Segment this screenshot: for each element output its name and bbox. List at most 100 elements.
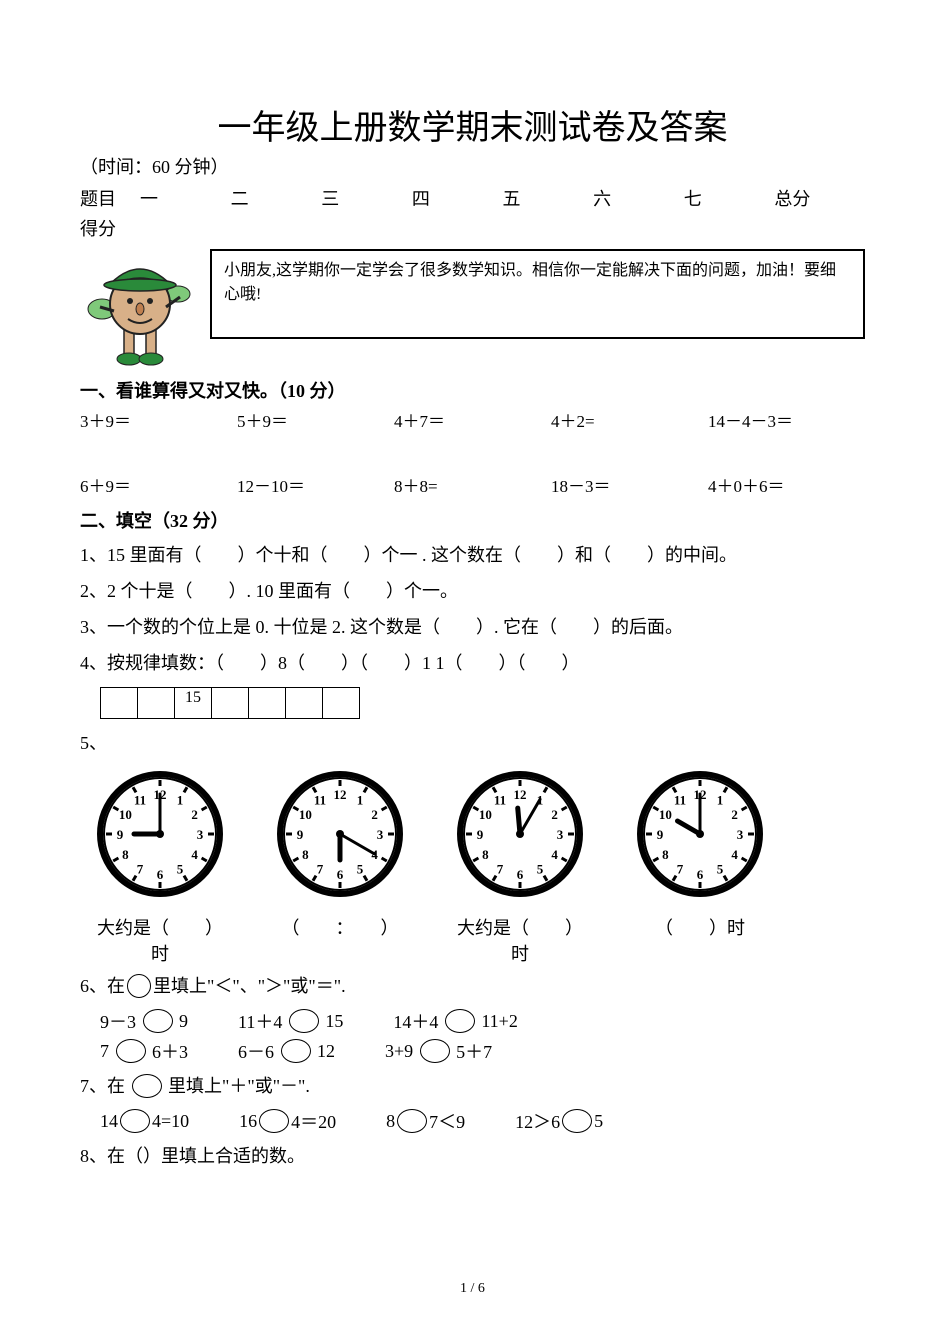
calc-item: 5＋9＝: [237, 407, 394, 432]
circle-icon: [397, 1109, 427, 1133]
clock-2: 123456789101112: [270, 769, 410, 904]
mascot-icon: [80, 249, 200, 369]
q1: 1、15 里面有（ ）个十和（ ）个一 . 这个数在（ ）和（ ）的中间。: [80, 537, 865, 573]
svg-text:7: 7: [317, 862, 324, 877]
svg-text:9: 9: [117, 827, 124, 842]
svg-text:12: 12: [334, 787, 347, 802]
seq-cell: [212, 688, 249, 719]
compare-item: 9－3 9: [100, 1008, 188, 1034]
compare-item: 11＋4 15: [238, 1008, 343, 1034]
compare-item: 14＋4 11+2: [393, 1008, 517, 1034]
calc-item: 4＋7＝: [394, 407, 551, 432]
seq-cell: [249, 688, 286, 719]
operator-item: 164＝20: [239, 1108, 336, 1134]
svg-text:3: 3: [737, 827, 744, 842]
q2: 2、2 个十是（ ）. 10 里面有（ ）个一。: [80, 573, 865, 609]
calc-item: 14－4－3＝: [708, 407, 865, 432]
seq-cell: [323, 688, 360, 719]
svg-text:10: 10: [119, 807, 132, 822]
compare-item: 7 6＋3: [100, 1038, 188, 1064]
svg-text:10: 10: [479, 807, 492, 822]
section1-heading: 一、看谁算得又对又快。（10 分）: [80, 377, 865, 403]
circle-icon: [127, 974, 151, 998]
svg-text:6: 6: [337, 867, 344, 882]
svg-text:11: 11: [314, 792, 326, 807]
time-note: （时间：60 分钟）: [80, 153, 865, 179]
q6: 6、在 里填上"＜"、"＞"或"＝".: [80, 968, 865, 1004]
circle-icon: [420, 1039, 450, 1063]
circle-icon: [116, 1039, 146, 1063]
svg-text:4: 4: [551, 847, 558, 862]
svg-text:3: 3: [377, 827, 384, 842]
svg-text:5: 5: [177, 862, 184, 877]
col-4: 四: [412, 185, 503, 211]
svg-text:5: 5: [357, 862, 364, 877]
clock-1: 123456789101112: [90, 769, 230, 904]
col-total: 总分: [774, 185, 865, 211]
col-3: 三: [321, 185, 412, 211]
svg-text:3: 3: [197, 827, 204, 842]
svg-text:2: 2: [551, 807, 558, 822]
circle-icon: [120, 1109, 150, 1133]
operator-item: 87＜9: [386, 1108, 465, 1134]
svg-text:1: 1: [717, 792, 724, 807]
compare-item: 6－6 12: [238, 1038, 335, 1064]
svg-text:7: 7: [677, 862, 684, 877]
svg-text:6: 6: [697, 867, 704, 882]
svg-text:7: 7: [137, 862, 144, 877]
svg-text:9: 9: [657, 827, 664, 842]
svg-text:11: 11: [494, 792, 506, 807]
intro-box: 小朋友,这学期你一定学会了很多数学知识。相信你一定能解决下面的问题，加油！要细心…: [210, 249, 865, 339]
svg-text:10: 10: [299, 807, 312, 822]
calc-item: 3＋9＝: [80, 407, 237, 432]
calc-row-1: 3＋9＝ 5＋9＝ 4＋7＝ 4＋2= 14－4－3＝: [80, 407, 865, 432]
calc-item: 6＋9＝: [80, 472, 237, 497]
svg-text:10: 10: [659, 807, 672, 822]
calc-item: 4＋0＋6＝: [708, 472, 865, 497]
svg-text:8: 8: [302, 847, 309, 862]
circle-icon: [259, 1109, 289, 1133]
circle-icon: [289, 1009, 319, 1033]
circle-icon: [281, 1039, 311, 1063]
q8: 8、在（）里填上合适的数。: [80, 1138, 865, 1174]
svg-text:1: 1: [357, 792, 364, 807]
section2-heading: 二、填空（32 分）: [80, 507, 865, 533]
q3: 3、一个数的个位上是 0. 十位是 2. 这个数是（ ）. 它在（ ）的后面。: [80, 609, 865, 645]
svg-text:11: 11: [674, 792, 686, 807]
q5-label: 5、: [80, 725, 865, 761]
col-1: 一: [140, 185, 231, 211]
clocks-row: 123456789101112 123456789101112 12345678…: [80, 769, 865, 904]
svg-text:9: 9: [297, 827, 304, 842]
clock-3: 123456789101112: [450, 769, 590, 904]
operator-item: 12＞65: [515, 1108, 603, 1134]
svg-text:5: 5: [717, 862, 724, 877]
clock-4: 123456789101112: [630, 769, 770, 904]
svg-text:2: 2: [191, 807, 198, 822]
seq-cell: [138, 688, 175, 719]
sequence-table: 15: [100, 687, 360, 719]
calc-row-2: 6＋9＝ 12－10＝ 8＋8= 18－3＝ 4＋0＋6＝: [80, 472, 865, 497]
compare-row: 9－3 9 11＋4 15 14＋4 11+2: [100, 1008, 865, 1034]
col-5: 五: [503, 185, 594, 211]
operator-item: 144=10: [100, 1108, 189, 1134]
svg-text:5: 5: [537, 862, 544, 877]
clock-caption: 大约是（ ）时: [90, 914, 230, 966]
calc-item: 8＋8=: [394, 472, 551, 497]
circle-icon: [143, 1009, 173, 1033]
score-value-label: 得分: [80, 215, 140, 241]
svg-text:8: 8: [122, 847, 129, 862]
clock-caption: （ ： ）: [270, 914, 410, 966]
svg-text:4: 4: [731, 847, 738, 862]
svg-text:9: 9: [477, 827, 484, 842]
clock-captions: 大约是（ ）时 （ ： ） 大约是（ ）时 （ ）时: [80, 914, 865, 966]
compare-item: 3+9 5＋7: [385, 1038, 492, 1064]
svg-text:11: 11: [134, 792, 146, 807]
svg-text:7: 7: [497, 862, 504, 877]
q4: 4、按规律填数：（ ）8（ ）（ ）1 1（ ）（ ）: [80, 645, 865, 681]
seq-cell: [286, 688, 323, 719]
circle-icon: [445, 1009, 475, 1033]
calc-item: 18－3＝: [551, 472, 708, 497]
svg-text:2: 2: [371, 807, 378, 822]
q7: 7、在 里填上"＋"或"－".: [80, 1068, 865, 1104]
score-header-row: 题目 一 二 三 四 五 六 七 总分: [80, 185, 865, 211]
